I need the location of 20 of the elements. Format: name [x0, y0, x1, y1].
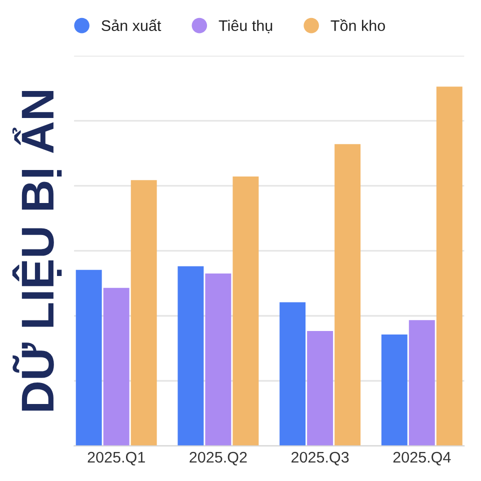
- bar: [280, 302, 306, 446]
- bar: [205, 273, 232, 446]
- bar: [307, 330, 334, 446]
- y-axis-title: DỮ LIỆU BỊ ẨN: [12, 91, 62, 411]
- x-tick-label: 2025.Q4: [393, 452, 451, 466]
- x-tick-label: 2025.Q3: [292, 452, 349, 466]
- bar: [103, 288, 130, 446]
- bar: [76, 270, 102, 446]
- x-tick-label: 2025.Q1: [88, 452, 145, 466]
- bar: [232, 176, 259, 446]
- x-tick-label: 2025.Q2: [190, 452, 247, 466]
- legend-label: Tồn kho: [330, 19, 385, 32]
- bar: [408, 320, 435, 446]
- bar: [130, 180, 157, 446]
- bar: [178, 266, 204, 446]
- bar: [381, 334, 408, 446]
- bar: [334, 144, 361, 446]
- bar: [436, 86, 462, 446]
- legend-label: Tiêu thụ: [218, 20, 272, 34]
- legend-label: Sản xuất: [102, 19, 162, 32]
